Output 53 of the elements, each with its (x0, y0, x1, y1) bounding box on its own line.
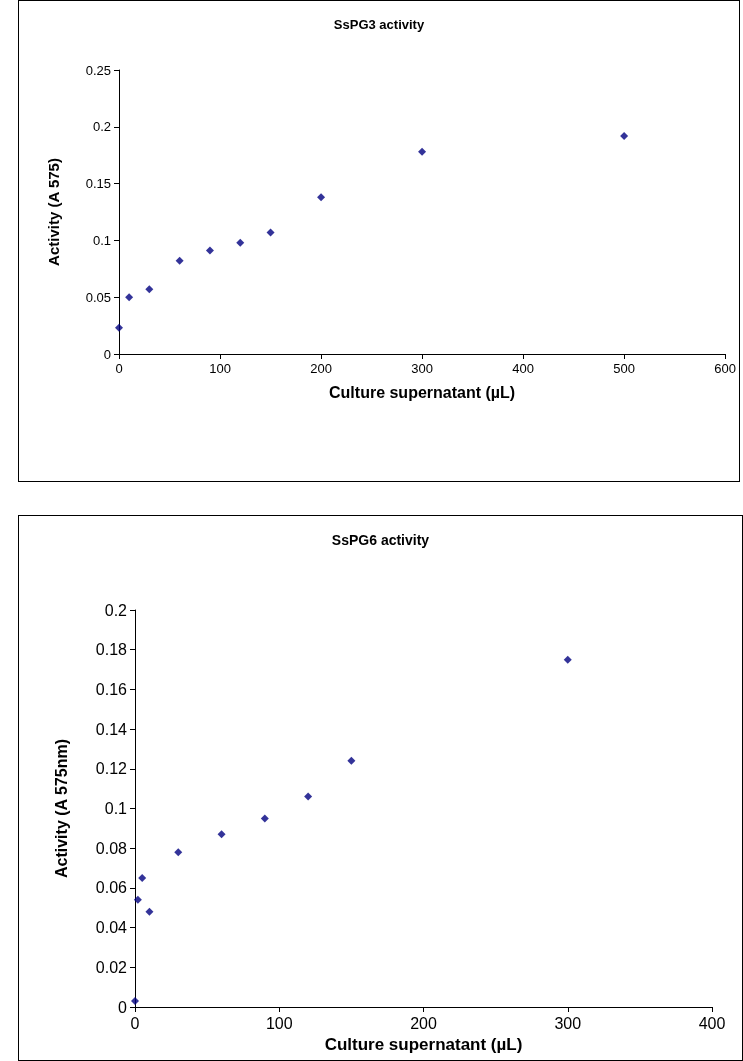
y-tick-label: 0.14 (95, 720, 128, 738)
x-tick-label: 200 (410, 1014, 437, 1032)
x-axis-title: Culture supernatant (µL) (324, 1034, 523, 1054)
x-tick-label: 600 (714, 361, 737, 376)
x-tick-label: 300 (411, 361, 433, 376)
y-tick-label: 0.12 (95, 760, 128, 778)
y-tick-label: 0.06 (95, 879, 128, 897)
y-tick-label: 0.2 (92, 119, 111, 135)
x-tick-label: 400 (698, 1014, 726, 1032)
point (145, 285, 154, 294)
y-tick-label: 0 (103, 346, 111, 362)
y-tick-label: 0.08 (95, 839, 128, 857)
point (563, 655, 572, 664)
point (260, 814, 269, 823)
point (418, 147, 427, 156)
point (138, 873, 147, 882)
y-tick-label: 0.05 (85, 289, 111, 305)
y-tick-label: 0.1 (104, 800, 128, 817)
y-tick-label: 0.18 (95, 641, 128, 659)
x-tick-label: 0 (130, 1014, 140, 1032)
point (115, 323, 123, 332)
y-tick-label: 0.16 (95, 680, 128, 698)
x-tick-label: 300 (554, 1014, 582, 1032)
y-tick-label: 0.2 (104, 601, 128, 619)
x-tick-label: 400 (512, 361, 534, 376)
x-tick-label: 100 (265, 1014, 293, 1032)
point (217, 830, 226, 839)
y-axis-title: Activity (A 575) (45, 158, 62, 266)
chart-title: SsPG6 activity (331, 532, 430, 548)
chart-title: SsPG3 activity (333, 17, 425, 32)
x-tick-label: 500 (613, 361, 635, 376)
y-tick-label: 0.1 (92, 232, 111, 248)
point (236, 238, 245, 247)
point (317, 193, 326, 202)
point (205, 246, 214, 255)
y-tick-label: 0.25 (85, 62, 111, 78)
point (125, 293, 134, 302)
point (175, 256, 184, 265)
point (266, 228, 275, 237)
point (620, 131, 629, 140)
y-axis-title: Activity (A 575nm) (52, 739, 70, 878)
point (347, 756, 356, 765)
point (145, 907, 154, 916)
y-tick-label: 0.04 (95, 919, 128, 937)
y-tick-label: 0.15 (85, 176, 111, 192)
x-tick-label: 200 (310, 361, 332, 376)
point (174, 848, 183, 857)
point (133, 895, 142, 904)
y-tick-label: 0 (118, 998, 128, 1016)
x-axis-title: Culture supernatant (µL) (329, 383, 516, 401)
x-tick-label: 100 (209, 361, 231, 376)
y-tick-label: 0.02 (95, 958, 128, 976)
point (304, 792, 313, 801)
